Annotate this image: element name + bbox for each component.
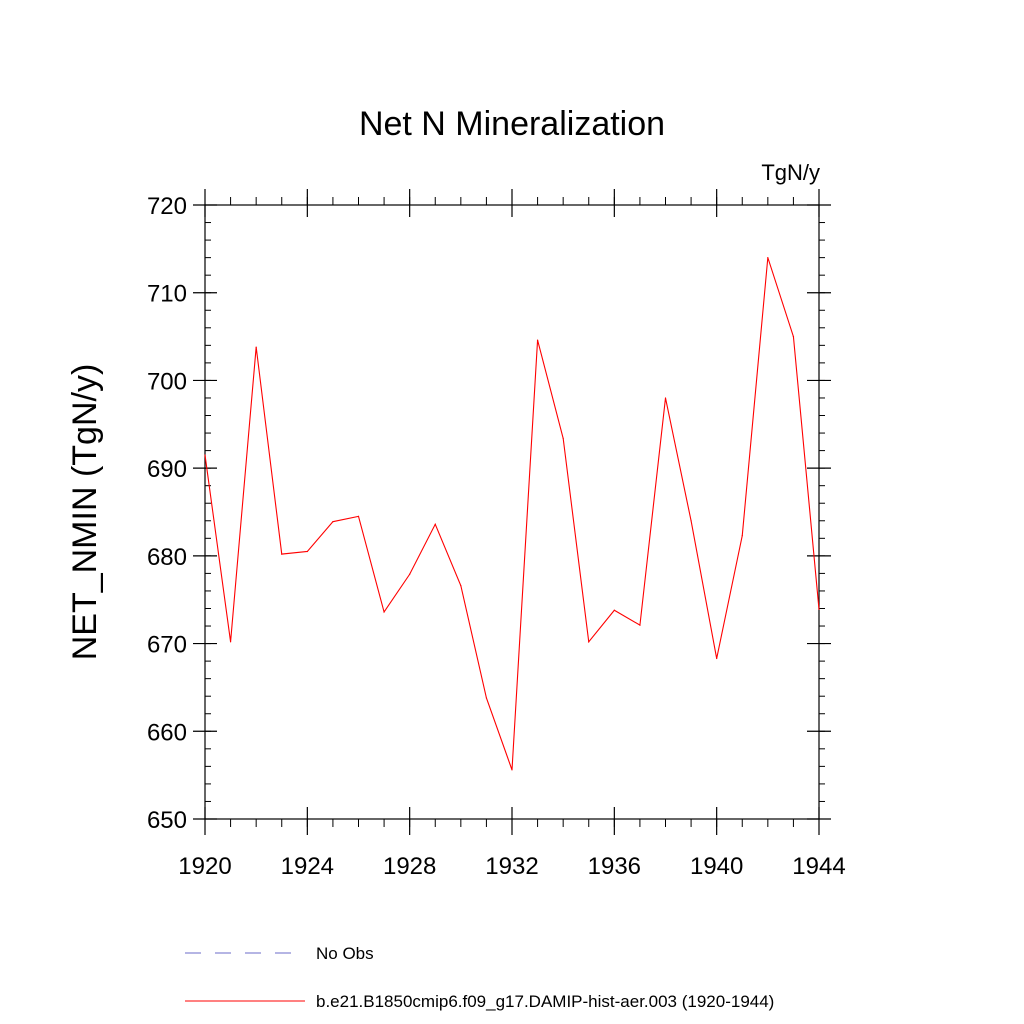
chart-title: Net N Mineralization bbox=[359, 105, 665, 143]
y-tick-label: 670 bbox=[147, 632, 187, 659]
data-point bbox=[281, 553, 283, 555]
legend-label-model-run: b.e21.B1850cmip6.f09_g17.DAMIP-hist-aer.… bbox=[316, 992, 774, 1011]
data-point bbox=[613, 609, 615, 611]
y-tick-label: 660 bbox=[147, 719, 187, 746]
data-point bbox=[306, 550, 308, 553]
data-point bbox=[639, 624, 641, 626]
x-tick-label: 1940 bbox=[690, 853, 743, 880]
data-point bbox=[588, 641, 590, 643]
data-point bbox=[716, 657, 718, 660]
data-point bbox=[536, 339, 539, 341]
y-tick-label: 700 bbox=[147, 368, 187, 395]
data-point bbox=[741, 535, 743, 537]
data-point bbox=[818, 608, 820, 610]
data-point bbox=[255, 346, 257, 348]
y-tick-label: 680 bbox=[147, 544, 187, 571]
data-point bbox=[792, 335, 795, 338]
legend: No Obs b.e21.B1850cmip6.f09_g17.DAMIP-hi… bbox=[185, 944, 774, 1011]
x-tick-label: 1936 bbox=[588, 853, 641, 880]
series-line-0 bbox=[204, 257, 820, 771]
data-point bbox=[460, 585, 462, 587]
data-point bbox=[664, 397, 667, 399]
data-point bbox=[434, 523, 436, 525]
data-point bbox=[562, 437, 564, 439]
data-point bbox=[767, 257, 769, 259]
y-tick-label: 720 bbox=[147, 193, 187, 220]
data-point bbox=[511, 769, 513, 771]
y-tick-label: 690 bbox=[147, 456, 187, 483]
data-point bbox=[690, 520, 692, 522]
x-tick-label: 1944 bbox=[792, 853, 845, 880]
data-point bbox=[229, 641, 232, 643]
data-point bbox=[485, 697, 488, 699]
y-tick-label: 710 bbox=[147, 281, 187, 308]
data-point bbox=[332, 521, 334, 523]
y-tick-label: 650 bbox=[147, 807, 187, 834]
x-tick-label: 1932 bbox=[485, 853, 538, 880]
x-tick-label: 1924 bbox=[281, 853, 334, 880]
data-point bbox=[204, 454, 206, 456]
x-tick-label: 1928 bbox=[383, 853, 436, 880]
series-group bbox=[204, 257, 820, 771]
data-point bbox=[383, 611, 385, 613]
data-point bbox=[409, 573, 411, 575]
legend-label-no-obs: No Obs bbox=[316, 944, 374, 963]
y-axis-label: NET_NMIN (TgN/y) bbox=[66, 364, 104, 661]
axes: 650 660 670 680 690 700 710 720 1920 1924 1928 1932… bbox=[147, 189, 846, 880]
data-point bbox=[357, 515, 360, 517]
plot-frame bbox=[204, 204, 820, 820]
x-tick-label: 1920 bbox=[178, 853, 231, 880]
units-label: TgN/y bbox=[761, 160, 820, 185]
